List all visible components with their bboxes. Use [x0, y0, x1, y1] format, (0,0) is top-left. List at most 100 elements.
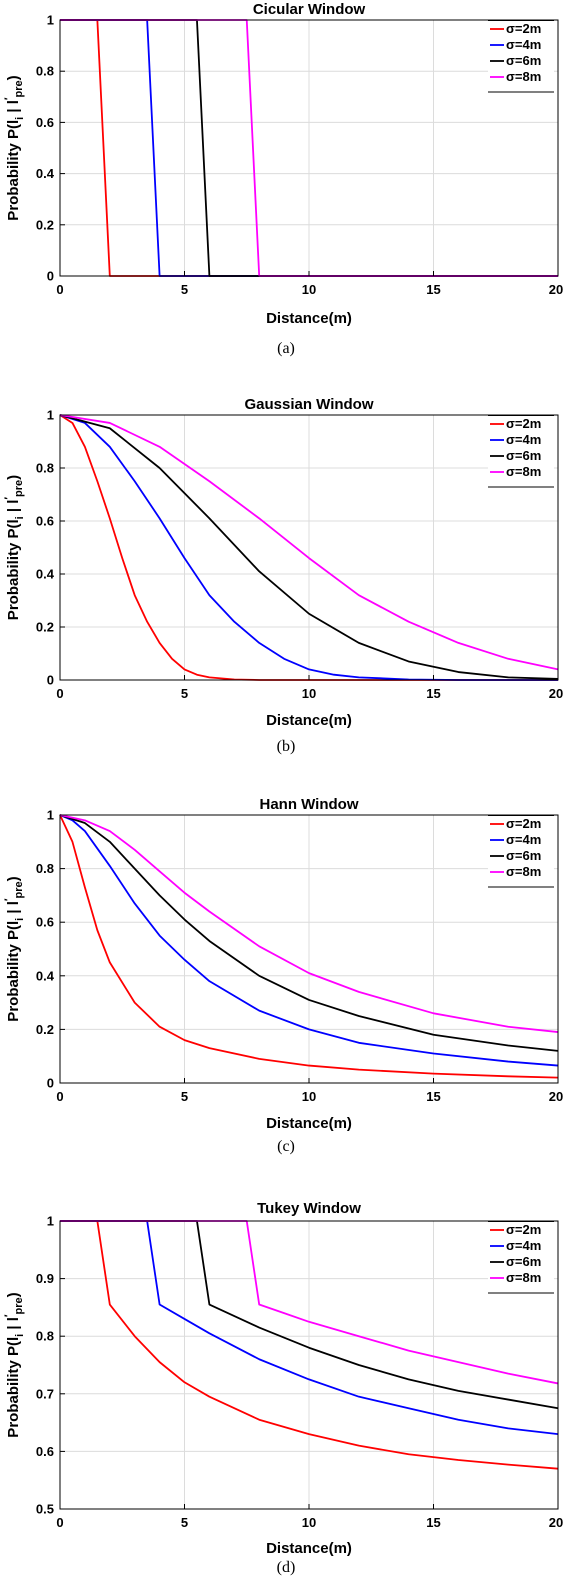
- y-tick-label: 0: [47, 269, 54, 284]
- series-line-3: [59, 814, 559, 1052]
- x-tick-label: 15: [426, 686, 440, 701]
- chart-gaussian-window: 0 5 10 15 20 0 0.2 0.4 0.6 0.8 1 Gaussian Window Dis…: [3, 396, 563, 729]
- y-axis-label-part: pre: [13, 80, 25, 97]
- x-tick-label: 5: [181, 1515, 188, 1530]
- chart-title: Hann Window: [259, 796, 358, 813]
- legend-label-4: σ=8m: [506, 864, 541, 879]
- y-tick-label: 1: [47, 408, 54, 423]
- series-line-2: [59, 814, 559, 1067]
- y-axis-label-part: ′: [3, 898, 15, 901]
- x-tick-label: 10: [302, 1089, 316, 1104]
- y-tick-label: 0.9: [36, 1271, 54, 1286]
- y-tick-label: 0: [47, 1076, 54, 1091]
- x-axis-label: Distance(m): [266, 1115, 352, 1132]
- y-axis-label-part: Probability P(l: [5, 519, 22, 620]
- x-tick-label: 15: [426, 282, 440, 297]
- legend-box: [488, 20, 554, 92]
- chart-title: Gaussian Window: [244, 396, 373, 413]
- chart-circular-window: 0 5 10 15 20 0 0.2 0.4 0.6 0.8 1 Cicular Window Dist…: [3, 1, 563, 327]
- caption-b: (b): [276, 738, 296, 755]
- chart-panel-b: 0 5 10 15 20 0 0.2 0.4 0.6 0.8 1 Gaussian Window Dis…: [0, 395, 572, 765]
- y-axis-label-part: i: [14, 1334, 26, 1337]
- x-tick-label: 20: [549, 1515, 563, 1530]
- legend-label-3: σ=6m: [506, 848, 541, 863]
- x-axis-label: Distance(m): [266, 1540, 352, 1557]
- legend-label-1: σ=2m: [506, 416, 541, 431]
- x-tick-label: 10: [302, 282, 316, 297]
- chart-title: Cicular Window: [253, 1, 366, 18]
- y-axis-label-part: ′: [3, 497, 15, 500]
- legend-label-2: σ=4m: [506, 832, 541, 847]
- y-tick-label: 1: [47, 808, 54, 823]
- legend-box: [488, 415, 554, 487]
- series-line-3: [60, 1220, 559, 1410]
- y-axis-label-part: ): [5, 1292, 22, 1297]
- legend-label-3: σ=6m: [506, 1254, 541, 1269]
- y-tick-label: 1: [47, 1214, 54, 1229]
- x-tick-label: 0: [56, 282, 63, 297]
- series-line-4: [60, 1220, 559, 1385]
- series-line-2: [60, 1220, 559, 1436]
- chart-tukey-window: 0 5 10 15 20 0.5 0.6 0.7 0.8 0.9 1 Tukey Window Dist…: [3, 1200, 563, 1557]
- legend-box: [488, 1221, 554, 1293]
- series-line-1: [60, 1220, 559, 1470]
- y-axis-label: Probability P(li | l′pre): [3, 475, 26, 620]
- legend-label-4: σ=8m: [506, 1270, 541, 1285]
- y-axis-label-part: i: [14, 918, 26, 921]
- y-axis-label-part: Probability P(l: [5, 120, 22, 221]
- y-tick-label: 0.8: [36, 1329, 54, 1344]
- y-axis-label: Probability P(li | l′pre): [3, 1292, 26, 1437]
- x-tick-label: 20: [549, 686, 563, 701]
- x-tick-label: 20: [549, 282, 563, 297]
- legend-label-1: σ=2m: [506, 1222, 541, 1237]
- y-tick-label: 0.8: [36, 64, 54, 79]
- series-line-3: [59, 414, 559, 680]
- caption-d: (d): [276, 1559, 296, 1576]
- y-tick-label: 0.5: [36, 1502, 54, 1517]
- x-axis-label: Distance(m): [266, 712, 352, 729]
- x-tick-label: 5: [181, 282, 188, 297]
- y-axis-label-part: ′: [3, 97, 15, 100]
- y-axis-label-part: | l: [5, 1317, 22, 1334]
- legend-label-4: σ=8m: [506, 464, 541, 479]
- x-tick-label: 5: [181, 686, 188, 701]
- y-tick-label: 0.4: [36, 968, 55, 983]
- legend-label-3: σ=6m: [506, 448, 541, 463]
- caption-c: (c): [277, 1138, 295, 1155]
- y-tick-label: 0.6: [36, 1444, 54, 1459]
- y-axis-label-part: ): [5, 475, 22, 480]
- y-tick-label: 0.2: [36, 1022, 54, 1037]
- series-line-2: [59, 414, 558, 681]
- y-axis-label-part: pre: [13, 1297, 25, 1314]
- y-axis-label-part: i: [14, 516, 26, 519]
- y-tick-label: 0.2: [36, 217, 54, 232]
- y-tick-label: 0.6: [36, 915, 54, 930]
- legend-label-3: σ=6m: [506, 53, 541, 68]
- y-tick-label: 0.4: [36, 166, 55, 181]
- series-line-1: [59, 814, 559, 1079]
- x-tick-label: 15: [426, 1515, 440, 1530]
- y-tick-label: 0.7: [36, 1386, 54, 1401]
- y-axis-label-part: | l: [5, 100, 22, 117]
- y-tick-label: 0.8: [36, 861, 54, 876]
- x-tick-label: 10: [302, 686, 316, 701]
- x-tick-label: 0: [56, 1515, 63, 1530]
- y-tick-label: 0: [47, 673, 54, 688]
- chart-panel-c: 0 5 10 15 20 0 0.2 0.4 0.6 0.8 1 Hann Window Distanc…: [0, 795, 572, 1165]
- legend-box: [488, 815, 554, 887]
- y-axis-label-part: Probability P(l: [5, 921, 22, 1022]
- y-tick-label: 0.8: [36, 461, 54, 476]
- y-axis-label-part: | l: [5, 901, 22, 918]
- y-axis-label: Probability P(li | l′pre): [3, 75, 26, 220]
- chart-title: Tukey Window: [257, 1200, 361, 1217]
- legend-label-1: σ=2m: [506, 816, 541, 831]
- legend-label-2: σ=4m: [506, 432, 541, 447]
- y-tick-label: 0.6: [36, 115, 54, 130]
- y-tick-label: 0.2: [36, 620, 54, 635]
- x-tick-label: 10: [302, 1515, 316, 1530]
- series-line-4: [59, 814, 559, 1033]
- x-tick-label: 5: [181, 1089, 188, 1104]
- legend-label-2: σ=4m: [506, 37, 541, 52]
- chart-panel-a: 0 5 10 15 20 0 0.2 0.4 0.6 0.8 1 Cicular Window Dist…: [0, 0, 572, 365]
- x-tick-label: 15: [426, 1089, 440, 1104]
